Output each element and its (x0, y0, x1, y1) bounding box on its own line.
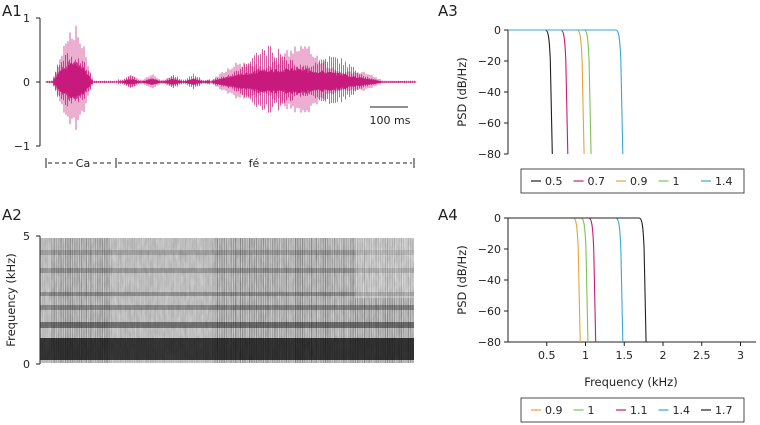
ytick-label: −60 (478, 305, 501, 318)
ytick-label: −20 (478, 55, 501, 68)
a4-xlabel: Frequency (kHz) (584, 375, 677, 389)
psd-line-1-7 (508, 217, 647, 343)
legend-label-1-4: 1.4 (715, 175, 733, 188)
ytick-label: −20 (478, 243, 501, 256)
xtick-label: 1 (582, 349, 589, 362)
psd-line-0-7 (508, 29, 569, 155)
segment-label-ca: Ca (76, 157, 90, 170)
a2-ytick-label: 5 (23, 230, 30, 243)
panel-label-a3: A3 (438, 2, 458, 20)
a3-psd-panel: PSD (dB/Hz) 0 −20 −40 −60 −80 0.5 0.7 0.9 1 1.4 (455, 24, 745, 194)
legend-label-1-7: 1.7 (715, 404, 733, 417)
a4-ylabel: PSD (dB/Hz) (455, 245, 469, 314)
legend-label-0-9: 0.9 (545, 404, 563, 417)
psd-line-1 (508, 217, 589, 343)
ytick-label: 0 (494, 24, 501, 37)
a1-ytick-label: 0 (23, 76, 30, 89)
legend-label-1: 1 (588, 404, 595, 417)
psd-line-0-9 (508, 29, 585, 155)
xtick-label: 2 (660, 349, 667, 362)
ytick-label: −40 (478, 86, 501, 99)
legend-label-1-4: 1.4 (673, 404, 691, 417)
xtick-label: 2.5 (693, 349, 711, 362)
a2-spectrogram-panel: 5 0 Frequency (kHz) (4, 230, 414, 371)
ytick-label: −60 (478, 117, 501, 130)
a1-waveform-panel: 1 0 −1 100 ms Ca fé (14, 12, 417, 170)
xtick-label: 3 (737, 349, 744, 362)
legend-label-1: 1 (673, 175, 680, 188)
psd-line-0-5 (508, 29, 553, 155)
psd-line-1-1 (508, 217, 597, 343)
panel-label-a1: A1 (2, 2, 22, 20)
ytick-label: −80 (478, 336, 501, 349)
legend-label-1-1: 1.1 (630, 404, 648, 417)
ytick-label: −80 (478, 148, 501, 161)
ytick-label: 0 (494, 212, 501, 225)
xtick-label: 1.5 (616, 349, 634, 362)
psd-line-0-9 (508, 217, 581, 343)
psd-line-1-4 (508, 29, 624, 155)
a4-psd-panel: PSD (dB/Hz) Frequency (kHz) 0 −20 −40 −60 −8… (455, 212, 756, 423)
a1-ytick-label: 1 (23, 12, 30, 25)
a2-ylabel: Frequency (kHz) (4, 253, 18, 346)
psd-line-1-4 (508, 217, 624, 343)
legend-label-0-5: 0.5 (545, 175, 563, 188)
panel-label-a2: A2 (2, 206, 22, 224)
legend-label-0-7: 0.7 (588, 175, 606, 188)
waveform-trace (45, 25, 417, 130)
ytick-label: −40 (478, 274, 501, 287)
panel-label-a4: A4 (438, 206, 458, 224)
waveform-path (45, 25, 417, 130)
spectrogram-image (40, 238, 414, 363)
scale-bar-label: 100 ms (370, 114, 411, 127)
a3-ylabel: PSD (dB/Hz) (455, 57, 469, 126)
a1-ytick-label: −1 (14, 140, 30, 153)
xtick-label: 0.5 (538, 349, 556, 362)
a2-ytick-label: 0 (23, 358, 30, 371)
legend-label-0-9: 0.9 (630, 175, 648, 188)
segment-label-fe: fé (249, 157, 260, 170)
